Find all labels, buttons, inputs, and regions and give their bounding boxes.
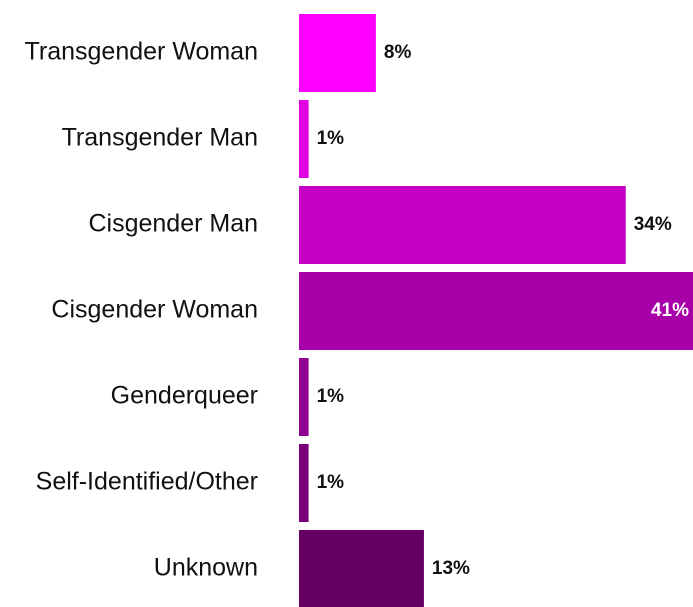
category-label: Self-Identified/Other (36, 468, 258, 496)
value-label: 1% (317, 386, 345, 407)
bar (299, 186, 626, 264)
bar (299, 272, 693, 350)
bar (299, 358, 309, 436)
category-label: Cisgender Man (88, 210, 258, 238)
value-label: 13% (432, 558, 470, 579)
value-label: 8% (384, 42, 412, 63)
bar (299, 530, 424, 607)
value-label: 1% (317, 128, 345, 149)
category-label: Unknown (154, 554, 258, 582)
category-label: Genderqueer (111, 382, 258, 410)
bar (299, 14, 376, 92)
category-label: Transgender Man (62, 124, 258, 152)
bar (299, 100, 309, 178)
value-label: 41% (651, 300, 689, 321)
category-label: Cisgender Woman (51, 296, 258, 324)
category-label: Transgender Woman (25, 38, 258, 66)
value-label: 34% (634, 214, 672, 235)
value-label: 1% (317, 472, 345, 493)
bar (299, 444, 309, 522)
